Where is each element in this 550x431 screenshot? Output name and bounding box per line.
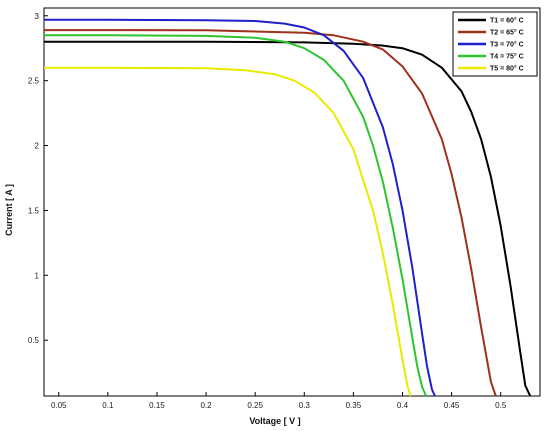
y-axis-label: Current [ A ] xyxy=(4,184,14,236)
x-tick-label: 0.45 xyxy=(444,401,460,410)
x-tick-label: 0.05 xyxy=(51,401,67,410)
legend: T1 = 60° C T2 = 65° C T3 = 70° C T4 = 75° C… xyxy=(452,11,538,77)
series-line-5 xyxy=(44,66,412,397)
y-tick-label: 2.5 xyxy=(28,77,40,86)
x-tick-label: 0.1 xyxy=(102,401,114,410)
y-tick-label: 1.5 xyxy=(28,206,40,215)
x-tick-label: 0.3 xyxy=(299,401,311,410)
y-tick-label: 3 xyxy=(35,12,40,21)
x-tick-label: 0.25 xyxy=(247,401,263,410)
x-axis-ticks: 0.05 0.1 0.15 0.2 0.25 0.3 0.35 0.4 0.45 0.5 xyxy=(51,392,507,410)
legend-label-3: T3 = 70° C xyxy=(490,41,524,49)
series-line-2 xyxy=(44,29,497,397)
legend-label-4: T4 = 75° C xyxy=(490,53,524,61)
y-tick-label: 2 xyxy=(35,142,40,151)
x-tick-label: 0.5 xyxy=(495,401,507,410)
legend-label-5: T5 = 80° C xyxy=(490,65,524,73)
y-tick-label: 1 xyxy=(35,271,40,280)
x-axis-label: Voltage [ V ] xyxy=(249,416,300,426)
x-tick-label: 0.35 xyxy=(346,401,362,410)
series-line-3 xyxy=(44,18,436,397)
series-line-4 xyxy=(44,34,428,397)
x-tick-label: 0.15 xyxy=(149,401,165,410)
x-tick-label: 0.4 xyxy=(397,401,409,410)
y-axis-ticks: 0.5 1 1.5 2 2.5 3 xyxy=(28,12,48,345)
y-tick-label: 0.5 xyxy=(28,336,40,345)
legend-label-1: T1 = 60° C xyxy=(490,17,524,25)
series-lines xyxy=(44,18,532,397)
x-tick-label: 0.2 xyxy=(200,401,212,410)
legend-label-2: T2 = 65° C xyxy=(490,29,524,37)
